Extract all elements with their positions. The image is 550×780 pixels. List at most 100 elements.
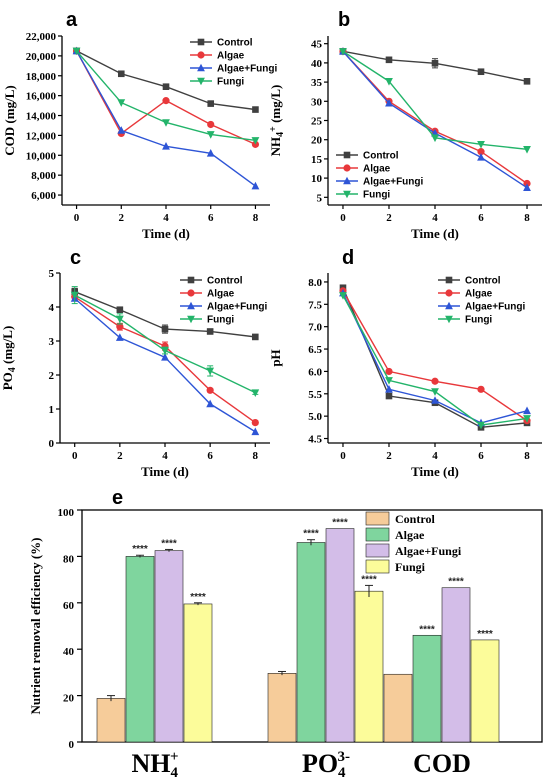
legend-label: Control — [217, 38, 253, 49]
data-point — [252, 333, 259, 341]
legend-marker — [343, 190, 351, 199]
bar-control — [267, 673, 297, 743]
legend-swatch — [365, 527, 390, 542]
y-tick-label: 6,000 — [31, 190, 56, 202]
data-point — [431, 59, 439, 67]
y-tick-label: 30 — [311, 96, 323, 108]
significance-label: **** — [477, 629, 493, 640]
legend-label: Algae — [395, 528, 425, 542]
y-axis-title: Nutrient removal efficiency (%) — [28, 537, 43, 714]
y-tick-label: 15 — [311, 154, 323, 166]
legend-marker — [343, 164, 351, 172]
x-tick-label: 0 — [340, 450, 346, 462]
y-tick-label: 5.0 — [308, 411, 322, 423]
x-tick-label: 0 — [74, 212, 80, 224]
y-tick-label: 0 — [69, 739, 75, 751]
y-tick-label: 10 — [311, 173, 323, 185]
data-point — [161, 353, 169, 361]
x-tick-label: 4 — [162, 450, 168, 462]
x-tick-label: 8 — [524, 212, 530, 224]
y-tick-label: 4.5 — [308, 434, 322, 446]
legend-label: Fungi — [363, 190, 390, 201]
data-point — [207, 120, 215, 129]
legend-label: Algae+Fungi — [395, 544, 462, 558]
legend-marker — [187, 301, 195, 310]
data-point — [385, 385, 393, 393]
x-tick-label: 8 — [253, 450, 259, 462]
data-point — [431, 377, 439, 385]
x-tick-label: 2 — [386, 212, 392, 224]
panel-d: d 0 2 4 6 8 4.5 5.0 5.5 6.0 6.5 7.0 7.5 8.0 Time (d) pH… — [268, 247, 542, 479]
legend-marker — [445, 276, 453, 284]
data-point — [251, 419, 259, 427]
data-point — [162, 119, 170, 127]
data-point — [477, 153, 485, 161]
significance-label: **** — [332, 518, 348, 529]
legend-marker — [197, 63, 205, 72]
y-tick-label: 7.0 — [308, 322, 322, 334]
panel-c: c 0 2 4 6 8 0 1 2 3 4 5 Time (d) PO4 (mg/L) Control Alg… — [0, 247, 270, 479]
significance-label: **** — [303, 529, 319, 540]
panel-letter-a: a — [66, 9, 78, 31]
y-tick-label: 20 — [63, 693, 75, 705]
x-tick-label: 0 — [340, 212, 346, 224]
bar-algae — [296, 542, 326, 743]
legend: Control Algae Algae+Fungi Fungi — [365, 511, 462, 574]
x-tick-label: 2 — [119, 212, 125, 224]
legend-label: Control — [207, 276, 243, 287]
y-tick-label: 60 — [63, 600, 75, 612]
x-tick-label: 2 — [117, 450, 123, 462]
bar-algae-fungi — [325, 528, 355, 743]
legend-marker — [445, 289, 453, 297]
data-point — [161, 347, 169, 355]
y-tick-label: 6.5 — [308, 344, 322, 356]
data-point — [385, 56, 393, 64]
data-point — [431, 134, 439, 143]
legend-marker — [197, 51, 205, 59]
legend-label: Algae — [217, 51, 245, 62]
y-tick-label: 4 — [49, 302, 55, 314]
bar-fungi — [183, 603, 213, 743]
data-point — [477, 385, 485, 393]
significance-label: **** — [190, 592, 206, 603]
x-tick-label: 6 — [478, 212, 484, 224]
panel-letter-c: c — [70, 247, 81, 269]
y-axis-title: COD (mg/L) — [2, 85, 17, 155]
data-point — [523, 183, 531, 192]
data-point — [162, 142, 170, 150]
y-tick-label: 7.5 — [308, 299, 322, 311]
legend-label: Algae — [207, 289, 235, 300]
legend-label: Algae+Fungi — [465, 302, 526, 313]
series-fungi — [72, 47, 260, 145]
x-axis-title: Time (d) — [411, 464, 459, 479]
y-tick-label: 22,000 — [26, 31, 57, 43]
y-axis-title: PO4 (mg/L) — [0, 326, 18, 391]
significance-label: **** — [161, 538, 177, 549]
legend-marker — [343, 176, 351, 185]
data-point — [523, 146, 531, 154]
legend-label: Control — [465, 276, 501, 287]
y-tick-label: 18,000 — [26, 71, 57, 83]
data-point — [523, 406, 531, 415]
data-point — [116, 306, 124, 314]
legend: Control Algae Algae+Fungi Fungi — [180, 276, 268, 326]
legend-marker — [187, 276, 195, 284]
data-point — [161, 325, 169, 333]
bar-algae-fungi — [441, 587, 471, 743]
legend-label: Fungi — [217, 77, 244, 88]
bar-fungi — [354, 590, 384, 743]
data-point — [251, 427, 260, 436]
data-point — [162, 83, 170, 90]
legend-label: Algae+Fungi — [207, 302, 268, 313]
data-point — [117, 70, 125, 78]
y-tick-label: 3 — [49, 336, 55, 348]
data-point — [206, 149, 215, 157]
x-tick-label: 0 — [72, 450, 78, 462]
data-point — [477, 148, 485, 156]
y-tick-label: 45 — [311, 39, 323, 51]
legend-marker — [445, 301, 453, 310]
bar-fungi — [470, 639, 500, 743]
legend-label: Algae — [363, 164, 391, 175]
x-tick-label: 4 — [432, 212, 438, 224]
